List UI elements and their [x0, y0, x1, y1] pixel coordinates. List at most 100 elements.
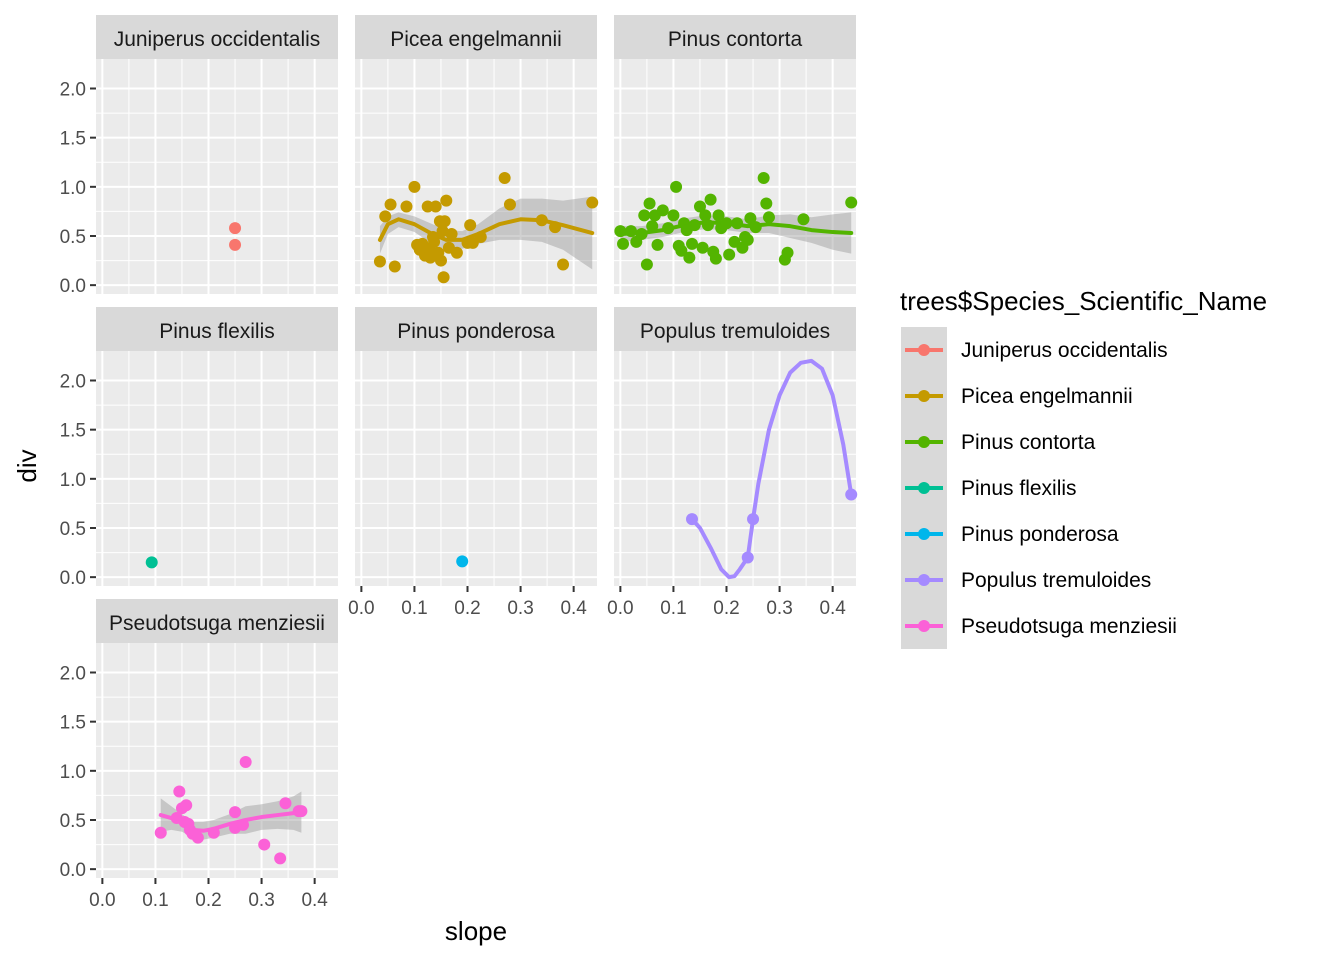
facet-strip [355, 307, 597, 351]
legend-entry-label: Juniperus occidentalis [961, 339, 1168, 362]
data-point [239, 755, 252, 768]
data-point [557, 258, 570, 271]
y-tick-label: 1.0 [60, 470, 86, 491]
data-point [229, 222, 242, 235]
smooth-confidence-band [379, 196, 593, 270]
data-point [723, 248, 736, 261]
facet-strip-label: Pinus ponderosa [397, 320, 555, 343]
data-point [617, 237, 630, 250]
data-point [295, 805, 308, 818]
y-tick-label: 2.0 [60, 79, 86, 100]
data-point [498, 171, 511, 184]
x-tick-label: 0.4 [560, 598, 587, 619]
data-point [274, 852, 287, 865]
x-tick-label: 0.0 [348, 598, 374, 619]
x-tick-label: 0.3 [766, 598, 792, 619]
data-point [744, 212, 757, 225]
data-point [683, 251, 696, 264]
data-point [450, 246, 463, 259]
data-point [781, 246, 794, 259]
data-point [731, 217, 744, 230]
facet-panel: Pinus ponderosa 0.0 0.1 0.2 0.3 0.4 [348, 307, 597, 619]
data-point [384, 198, 397, 211]
data-point [438, 215, 451, 228]
y-tick-label: 1.5 [60, 421, 86, 442]
data-point [704, 193, 717, 206]
data-point [549, 221, 562, 234]
x-tick-label: 0.0 [607, 598, 633, 619]
legend-entry-label: Pseudotsuga menziesii [961, 615, 1177, 638]
legend-key-point [918, 574, 930, 586]
y-tick-label: 1.0 [60, 178, 86, 199]
panel-background [355, 59, 597, 294]
data-point [845, 488, 858, 501]
data-point [379, 210, 392, 223]
data-point [474, 230, 487, 243]
legend-entry-label: Pinus flexilis [961, 477, 1077, 500]
data-point [646, 220, 659, 233]
x-axis-label: slope [445, 916, 507, 946]
data-point [373, 255, 386, 268]
facet-panel: Pinus contorta [614, 15, 858, 294]
data-point [741, 551, 754, 564]
data-point [662, 222, 675, 235]
data-point [638, 209, 651, 222]
x-tick-label: 0.0 [89, 890, 115, 911]
legend-entry-label: Pinus ponderosa [961, 523, 1119, 546]
facet-panel: Pinus flexilis 0.0 0.5 1.0 1.5 2.0 [60, 307, 338, 589]
facet-strip-label: Pinus contorta [668, 28, 803, 51]
y-tick-label: 0.0 [60, 860, 86, 881]
data-point [640, 258, 653, 271]
data-point [445, 228, 458, 241]
data-point [760, 197, 773, 210]
facet-panel: Populus tremuloides 0.0 0.1 0.2 0.3 0.4 [607, 307, 858, 619]
data-point [279, 797, 292, 810]
data-point [400, 200, 413, 213]
panel-background [96, 59, 338, 294]
legend-entry-label: Picea engelmannii [961, 385, 1133, 408]
data-point [503, 198, 516, 211]
facet-strip [355, 15, 597, 59]
y-tick-label: 2.0 [60, 371, 86, 392]
smooth-line [690, 358, 854, 580]
legend-entry-label: Populus tremuloides [961, 569, 1151, 592]
legend-title: trees$Species_Scientific_Name [900, 286, 1267, 316]
facet-panel: Picea engelmannii [355, 15, 599, 294]
y-tick-label: 1.0 [60, 762, 86, 783]
panel-background [96, 351, 338, 586]
x-tick-label: 0.1 [142, 890, 168, 911]
legend: trees$Species_Scientific_Name Juniperus … [900, 286, 1267, 649]
data-point [696, 241, 709, 254]
facet-panel: Juniperus occidentalis 0.0 0.5 1.0 1.5 2.0 [60, 15, 338, 297]
data-point [741, 233, 754, 246]
data-point [624, 225, 637, 238]
x-tick-label: 0.4 [301, 890, 328, 911]
legend-key-point [918, 482, 930, 494]
data-point [229, 238, 242, 251]
data-point [845, 196, 858, 209]
data-point [429, 200, 442, 213]
data-point [388, 260, 401, 273]
data-point [709, 252, 722, 265]
panel-background [355, 351, 597, 586]
x-tick-label: 0.2 [195, 890, 221, 911]
data-point [757, 171, 770, 184]
data-point [762, 211, 775, 224]
data-point [180, 799, 193, 812]
y-tick-label: 2.0 [60, 663, 86, 684]
y-tick-label: 1.5 [60, 129, 86, 150]
facet-strip [96, 15, 338, 59]
data-point [670, 180, 683, 193]
legend-key-point [918, 620, 930, 632]
y-axis-label: div [12, 449, 42, 482]
facet-panels: Juniperus occidentalis 0.0 0.5 1.0 1.5 2.0 Pic… [60, 15, 858, 911]
facet-strip [614, 307, 856, 351]
data-point [747, 513, 760, 526]
x-tick-label: 0.2 [454, 598, 480, 619]
data-point [237, 818, 250, 831]
legend-key-point [918, 344, 930, 356]
data-point [434, 254, 447, 267]
data-point [686, 513, 699, 526]
data-point [191, 831, 204, 844]
